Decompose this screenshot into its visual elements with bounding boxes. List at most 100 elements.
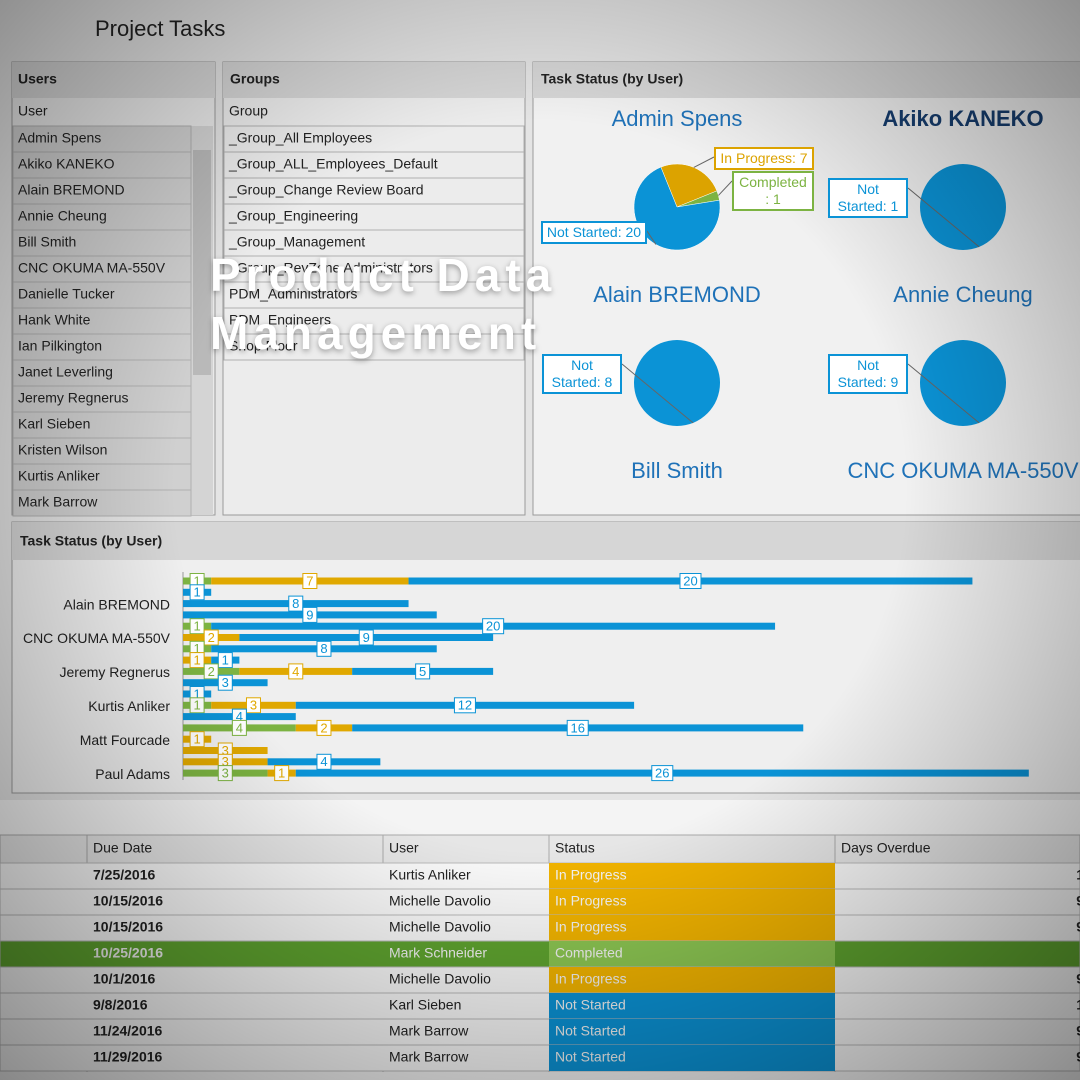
list-item[interactable]: Hank White [18,312,91,328]
list-item[interactable]: Bill Smith [18,234,76,250]
list-item[interactable]: _Group_All Employees [228,130,372,146]
list-item[interactable]: Alain BREMOND [18,182,125,198]
table-cell: 10/25/2016 [93,945,163,961]
value-label: 1 [278,766,285,781]
table-cell: 9 [1076,1049,1080,1065]
value-label: 1 [193,619,200,634]
table-cell: In Progress [555,893,627,909]
panel-title: Task Status (by User) [541,71,683,87]
column-header: User [18,103,48,119]
panel-header [12,522,1080,560]
value-label: 9 [363,630,370,645]
value-label: 1 [193,698,200,713]
pie-label: Not Started: 9 [828,354,908,394]
value-label: 12 [458,698,472,713]
table-row[interactable] [0,966,1080,994]
value-label: 2 [320,720,327,735]
scroll-thumb[interactable] [193,150,211,375]
overlay-title: Product Data Management [210,249,557,359]
pie-label: Not Started: 1 [828,178,908,218]
column-header[interactable]: User [389,840,419,856]
category-label: Paul Adams [95,766,170,782]
pie-slice [920,340,1006,426]
value-label: 26 [655,766,669,781]
list-item[interactable]: Mark Barrow [18,494,98,510]
value-label: 3 [222,766,229,781]
table-cell: In Progress [555,867,627,883]
value-label: 4 [236,720,243,735]
table-row[interactable] [0,992,1080,1020]
table-cell: Completed [555,945,623,961]
value-label: 8 [292,596,299,611]
pie-user-name: Bill Smith [631,458,723,483]
column-header[interactable]: Due Date [93,840,152,856]
pie-label: Completed : 1 [732,171,814,211]
table-cell: Michelle Davolio [389,893,491,909]
category-label: Kurtis Anliker [88,698,170,714]
column-header[interactable]: Status [555,840,595,856]
table-cell: In Progress [555,919,627,935]
value-label: 2 [208,664,215,679]
category-label: Matt Fourcade [80,732,170,748]
list-item[interactable]: Danielle Tucker [18,286,115,302]
list-item[interactable]: Admin Spens [18,130,101,146]
value-label: 1 [193,585,200,600]
value-label: 8 [320,641,327,656]
list-item[interactable]: Kurtis Anliker [18,468,100,484]
table-cell: Mark Barrow [389,1049,469,1065]
list-item[interactable]: _Group_Change Review Board [228,182,424,198]
column-header: Group [229,103,268,119]
table-cell: 9 [1076,919,1080,935]
category-label: Jeremy Regnerus [60,664,171,680]
value-label: 9 [306,607,313,622]
table-cell: Michelle Davolio [389,919,491,935]
table-cell: Not Started [555,1049,626,1065]
table-cell: 1 [1076,867,1080,883]
table-cell: 11/29/2016 [93,1049,163,1065]
list-item[interactable]: Karl Sieben [18,416,90,432]
list-item[interactable]: Jeremy Regnerus [18,390,129,406]
value-label: 5 [419,664,426,679]
list-item[interactable]: Akiko KANEKO [18,156,115,172]
value-label: 1 [193,732,200,747]
table-cell: Not Started [555,1023,626,1039]
list-item[interactable]: Annie Cheung [18,208,107,224]
pie-user-name: Akiko KANEKO [882,106,1043,131]
table-cell: 10/15/2016 [93,919,163,935]
value-label: 1 [222,653,229,668]
list-item[interactable]: Ian Pilkington [18,338,102,354]
value-label: 7 [306,573,313,588]
table-cell: Mark Barrow [389,1023,469,1039]
list-item[interactable]: Kristen Wilson [18,442,107,458]
table-cell: Mark Schneider [389,945,487,961]
pie-user-name: Alain BREMOND [593,282,760,307]
value-label: 2 [208,630,215,645]
list-item[interactable]: Janet Leverling [18,364,113,380]
value-label: 20 [486,619,500,634]
value-label: 20 [683,573,697,588]
table-cell: 11/24/2016 [93,1023,163,1039]
column-header[interactable]: Days Overdue [841,840,931,856]
table-cell: 9 [1076,1023,1080,1039]
category-label: CNC OKUMA MA-550V [23,630,171,646]
list-item[interactable]: _Group_Engineering [228,208,358,224]
table-cell: 9/8/2016 [93,997,148,1013]
list-item[interactable]: _Group_ALL_Employees_Default [228,156,438,172]
pie-label: Not Started: 8 [542,354,622,394]
pie-user-name: Admin Spens [612,106,743,131]
table-row[interactable] [0,862,1080,890]
table-cell: In Progress [555,971,627,987]
panel-title: Groups [230,71,280,87]
bar-panel [11,521,1080,794]
table-cell: 10/1/2016 [93,971,155,987]
chart-title: Task Status (by User) [20,533,162,549]
pie-user-name: Annie Cheung [893,282,1032,307]
table-cell: 9 [1076,893,1080,909]
category-label: Alain BREMOND [63,596,170,612]
list-item[interactable]: CNC OKUMA MA-550V [18,260,166,276]
table-cell: 7/25/2016 [93,867,155,883]
table-cell: Not Started [555,997,626,1013]
pie-user-name: CNC OKUMA MA-550V [847,458,1078,483]
